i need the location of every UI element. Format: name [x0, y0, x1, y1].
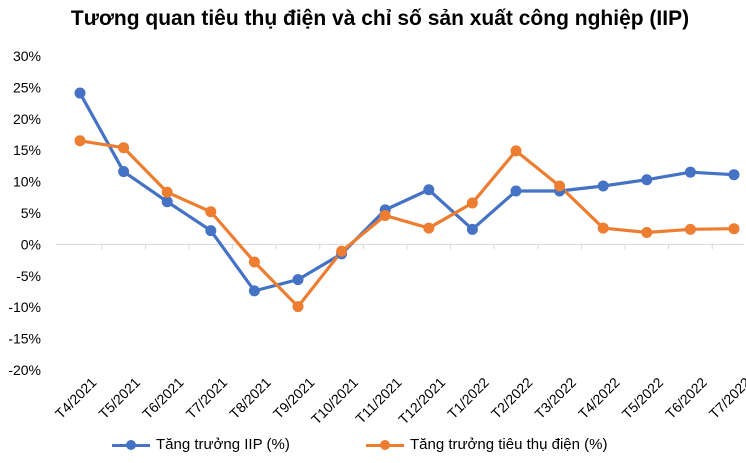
x-tick-label: T2/2022 — [488, 374, 536, 422]
data-point-iip — [466, 223, 478, 235]
y-axis-tick-labels: 30% 25% 20% 15% 10% 5% 0% -5% -10% -15% -20% — [8, 48, 41, 378]
x-tick-label: T5/2022 — [619, 374, 667, 422]
data-point-electricity — [292, 301, 304, 313]
y-tick-label: 30% — [13, 48, 41, 64]
y-tick-label: 10% — [13, 174, 41, 190]
series-lines — [78, 91, 736, 309]
data-point-iip — [510, 185, 522, 197]
x-axis-tick-marks — [101, 244, 713, 250]
data-point-iip — [248, 285, 260, 297]
y-tick-label: 20% — [13, 111, 41, 127]
legend-swatch-iip — [112, 438, 150, 452]
legend-swatch-electricity — [366, 438, 404, 452]
x-axis-tick-labels: T4/2021T5/2021T6/2021T7/2021T8/2021T9/20… — [52, 374, 746, 427]
data-point-iip — [684, 166, 696, 178]
legend-label-iip: Tăng trưởng IIP (%) — [156, 436, 290, 453]
data-point-electricity — [205, 206, 217, 218]
x-tick-label: T12/2021 — [395, 374, 448, 427]
data-point-electricity — [728, 223, 740, 235]
data-point-iip — [728, 169, 740, 181]
data-point-iip — [292, 274, 304, 286]
data-point-iip — [597, 180, 609, 192]
x-tick-label: T6/2022 — [662, 374, 710, 422]
data-point-electricity — [641, 226, 653, 238]
y-tick-label: 5% — [21, 205, 41, 221]
x-tick-label: T3/2022 — [531, 374, 579, 422]
data-point-iip — [423, 184, 435, 196]
x-tick-label: T10/2021 — [308, 374, 361, 427]
y-tick-label: 0% — [21, 236, 41, 252]
series-line-iip — [78, 91, 736, 293]
data-point-electricity — [74, 135, 86, 147]
y-tick-label: -15% — [8, 331, 41, 347]
x-tick-label: T8/2021 — [226, 374, 274, 422]
legend-item-electricity: Tăng trưởng tiêu thụ điện (%) — [366, 436, 607, 453]
x-tick-label: T1/2022 — [444, 374, 492, 422]
x-tick-label: T7/2022 — [706, 374, 746, 422]
y-tick-label: 15% — [13, 142, 41, 158]
data-point-electricity — [248, 256, 260, 268]
y-tick-label: -20% — [8, 362, 41, 378]
chart-title: Tương quan tiêu thụ điện và chỉ số sản x… — [70, 7, 690, 30]
data-point-electricity — [510, 145, 522, 157]
data-point-electricity — [554, 180, 566, 192]
legend: Tăng trưởng IIP (%) Tăng trưởng tiêu thụ… — [0, 436, 746, 458]
x-tick-label: T6/2021 — [139, 374, 187, 422]
data-point-electricity — [161, 186, 173, 198]
data-point-electricity — [466, 197, 478, 209]
x-tick-label: T4/2022 — [575, 374, 623, 422]
series-points — [74, 87, 740, 313]
legend-item-iip: Tăng trưởng IIP (%) — [112, 436, 290, 453]
y-tick-label: -5% — [16, 268, 41, 284]
data-point-electricity — [336, 245, 348, 257]
y-tick-label: 25% — [13, 79, 41, 95]
y-tick-label: -10% — [8, 299, 41, 315]
data-point-electricity — [423, 222, 435, 234]
data-point-iip — [118, 166, 130, 178]
data-point-iip — [641, 174, 653, 186]
series-line-electricity — [78, 139, 736, 309]
legend-label-electricity: Tăng trưởng tiêu thụ điện (%) — [410, 436, 608, 453]
data-point-iip — [74, 87, 86, 99]
data-point-electricity — [684, 223, 696, 235]
x-tick-label: T5/2021 — [95, 374, 143, 422]
data-point-electricity — [118, 142, 130, 154]
x-tick-label: T7/2021 — [183, 374, 231, 422]
data-point-electricity — [379, 210, 391, 222]
data-point-iip — [161, 196, 173, 208]
data-point-electricity — [597, 222, 609, 234]
data-point-iip — [205, 225, 217, 237]
x-tick-label: T4/2021 — [52, 374, 100, 422]
